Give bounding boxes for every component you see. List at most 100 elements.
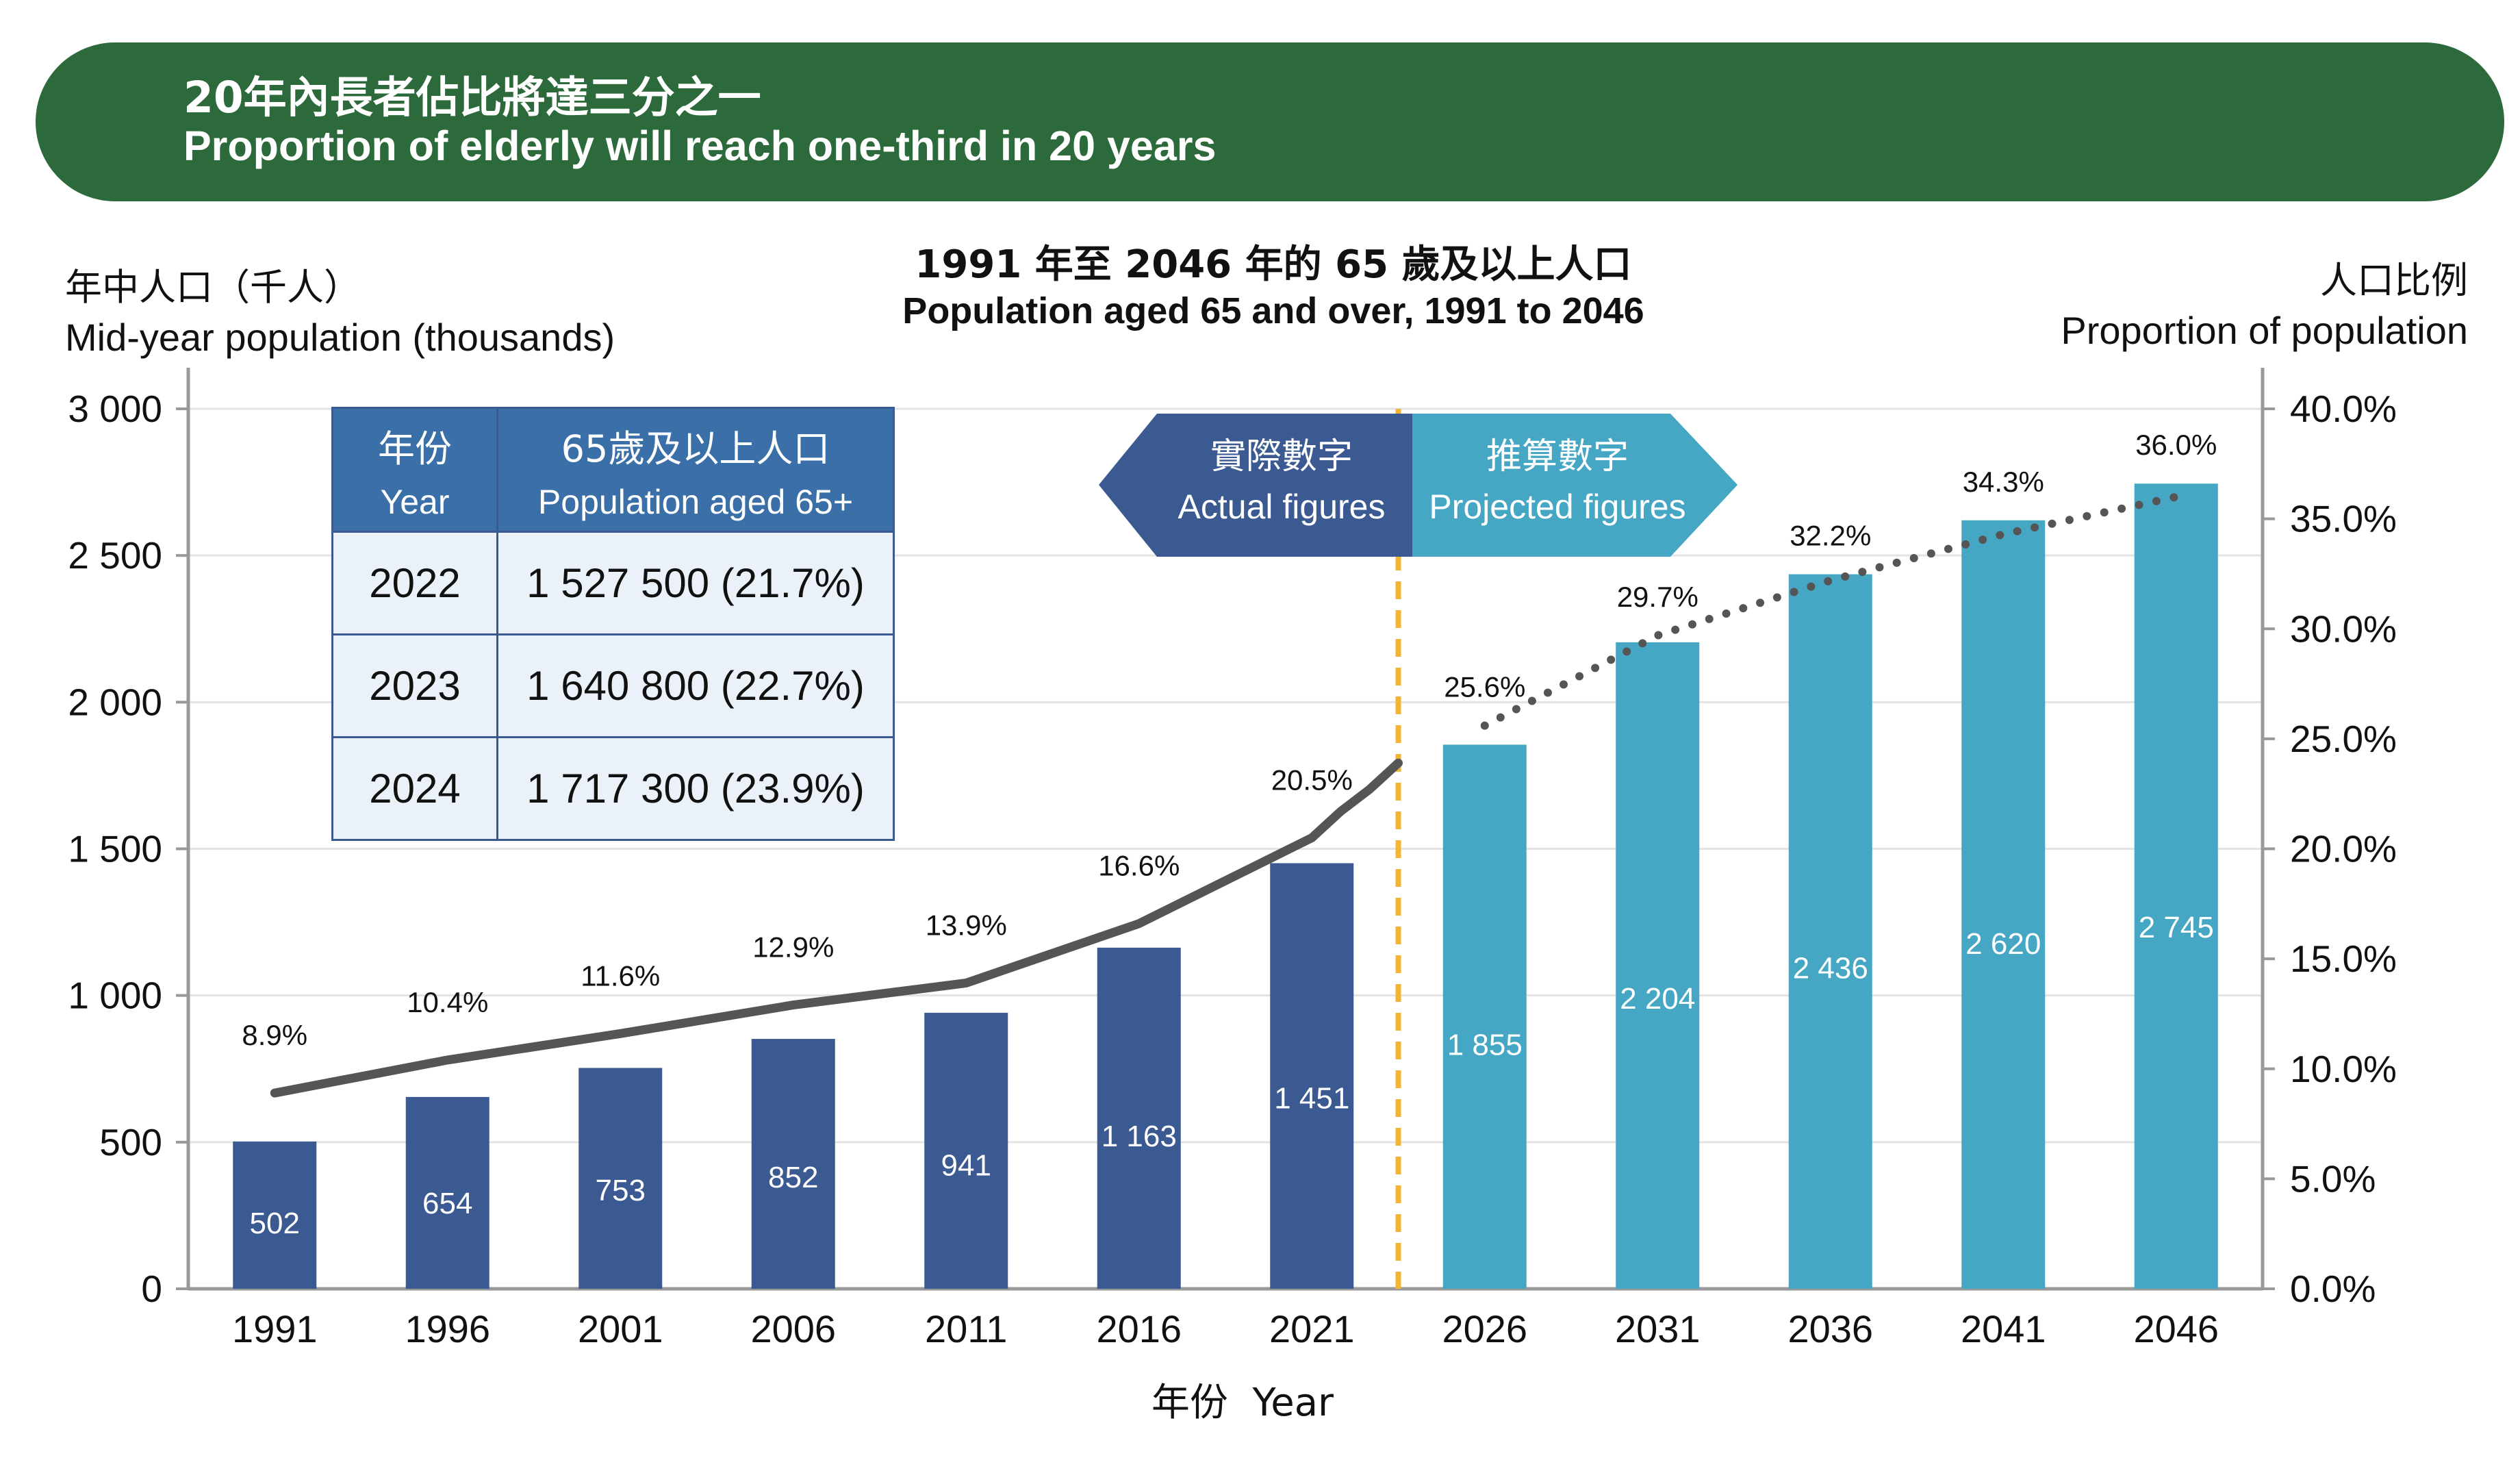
y-tick-label: 2 000 — [68, 681, 162, 723]
y2-axis-label-zh: 人口比例 — [2320, 259, 2468, 302]
proportion-line-projected — [1480, 492, 2180, 730]
x-tick-label: 2031 — [1615, 1307, 1701, 1350]
bar-actual — [405, 1096, 489, 1289]
banner-title-en: Proportion of elderly will reach one-thi… — [183, 123, 1217, 169]
bar-projected — [1442, 744, 1527, 1289]
y-tick-label: 500 — [99, 1121, 162, 1163]
table-cell-year: 2023 — [331, 633, 498, 738]
table-cell-value: 1 527 500 (21.7%) — [496, 531, 895, 635]
y2-tick-label: 10.0% — [2290, 1048, 2397, 1090]
x-tick-label: 2006 — [750, 1307, 836, 1350]
y2-tick-label: 25.0% — [2290, 718, 2397, 760]
table-cell-value: 1 640 800 (22.7%) — [496, 633, 895, 738]
y2-tick-label: 40.0% — [2290, 388, 2397, 430]
bar-value-label: 852 — [768, 1161, 818, 1194]
bar-value-label: 502 — [250, 1207, 300, 1240]
proportion-point — [2176, 496, 2177, 498]
banner-title-zh: 20年內長者佔比將達三分之一 — [183, 73, 761, 123]
bar-value-label: 941 — [941, 1149, 991, 1183]
y2-tick-label: 30.0% — [2290, 607, 2397, 650]
y-tick-label: 3 000 — [68, 388, 162, 430]
proportion-line-actual — [270, 758, 1403, 1098]
bar-value-label: 1 163 — [1102, 1120, 1177, 1153]
header-banner — [36, 42, 2504, 201]
x-tick-label: 2046 — [2133, 1307, 2219, 1350]
proportion-point — [1138, 923, 1140, 924]
proportion-point — [2002, 533, 2004, 535]
x-tick-label: 2041 — [1961, 1307, 2046, 1350]
proportion-point — [620, 1033, 621, 1034]
table-cell-year: 2024 — [331, 736, 498, 841]
proportion-point — [1657, 635, 1658, 636]
y-axis-label-en: Mid-year population (thousands) — [65, 316, 615, 359]
x-tick-label: 1991 — [232, 1307, 318, 1350]
y2-tick-label: 5.0% — [2290, 1157, 2376, 1200]
proportion-point — [793, 1005, 794, 1006]
actual-figures-shape — [1099, 414, 1412, 557]
y2-tick-label: 15.0% — [2290, 937, 2397, 980]
actual-figures-label-en: Actual figures — [1178, 488, 1386, 526]
y-tick-label: 1 000 — [68, 974, 162, 1017]
table-cell-year: 2022 — [331, 531, 498, 635]
proportion-label: 11.6% — [581, 959, 660, 992]
proportion-label: 36.0% — [2135, 429, 2217, 461]
bar-actual — [924, 1012, 1008, 1289]
y-axis-label-zh: 年中人口（千人） — [65, 266, 361, 309]
y2-tick-label: 20.0% — [2290, 828, 2397, 870]
proportion-label: 10.4% — [407, 986, 488, 1018]
proportion-point — [1311, 837, 1312, 838]
y-tick-label: 0 — [141, 1268, 162, 1310]
bar-value-label: 753 — [596, 1174, 646, 1207]
x-tick-label: 2016 — [1096, 1307, 1182, 1350]
proportion-label: 8.9% — [242, 1019, 307, 1051]
bar-actual — [233, 1141, 317, 1289]
bar-value-label: 2 620 — [1965, 927, 2041, 961]
x-tick-label: 2001 — [578, 1307, 663, 1350]
table-header-year: 年份 Year — [331, 407, 498, 533]
table-row: 2024 1 717 300 (23.9%) — [331, 736, 895, 841]
proportion-label: 13.9% — [926, 909, 1007, 941]
proportion-point — [1484, 725, 1486, 727]
y-tick-label: 2 500 — [68, 534, 162, 577]
bar-value-label: 1 451 — [1274, 1081, 1349, 1115]
y2-tick-label: 35.0% — [2290, 498, 2397, 540]
bar-projected — [1616, 642, 1700, 1289]
proportion-label: 32.2% — [1790, 520, 1871, 552]
x-tick-label: 2021 — [1269, 1307, 1355, 1350]
bar-actual — [751, 1039, 835, 1289]
proportion-point — [274, 1092, 275, 1094]
y2-tick-label: 0.0% — [2290, 1268, 2376, 1310]
table-header-population: 65歲及以上人口 Population aged 65+ — [496, 407, 895, 533]
y-tick-label: 1 500 — [68, 828, 162, 870]
bar-projected — [1961, 520, 2046, 1289]
bar-projected — [1788, 574, 1872, 1289]
bar-value-label: 2 204 — [1620, 982, 1695, 1016]
bar-value-label: 654 — [422, 1187, 472, 1220]
proportion-point — [447, 1059, 448, 1061]
bar-actual — [578, 1068, 663, 1289]
proportion-point — [1830, 580, 1831, 581]
proportion-point — [965, 982, 967, 983]
projected-figures-badge: 推算數字 Projected figures — [1412, 414, 1738, 557]
x-axis-label: 年份 Year — [1151, 1381, 1334, 1425]
table-row: 2022 1 527 500 (21.7%) — [331, 531, 895, 635]
proportion-label: 12.9% — [752, 931, 834, 964]
x-tick-label: 2026 — [1442, 1307, 1527, 1350]
chart-title-en: Population aged 65 and over, 1991 to 204… — [902, 290, 1644, 331]
y2-axis-label-en: Proportion of population — [2061, 309, 2468, 352]
chart-title-zh: 1991 年至 2046 年的 65 歲及以上人口 — [915, 242, 1631, 287]
actual-figures-badge: 實際數字 Actual figures — [1099, 414, 1412, 557]
bar-actual — [1097, 947, 1181, 1289]
table-header-row: 年份 Year 65歲及以上人口 Population aged 65+ — [331, 407, 895, 533]
x-tick-label: 2011 — [925, 1307, 1007, 1350]
bar-value-label: 2 436 — [1793, 951, 1868, 985]
bar-actual — [1270, 863, 1354, 1289]
projected-figures-shape — [1412, 414, 1738, 557]
x-tick-label: 1996 — [405, 1307, 490, 1350]
actual-figures-label-zh: 實際數字 — [1210, 436, 1353, 477]
proportion-label: 34.3% — [1963, 466, 2044, 498]
x-tick-label: 2036 — [1787, 1307, 1873, 1350]
bar-value-label: 2 745 — [2139, 911, 2214, 944]
proportion-label: 29.7% — [1617, 581, 1698, 613]
